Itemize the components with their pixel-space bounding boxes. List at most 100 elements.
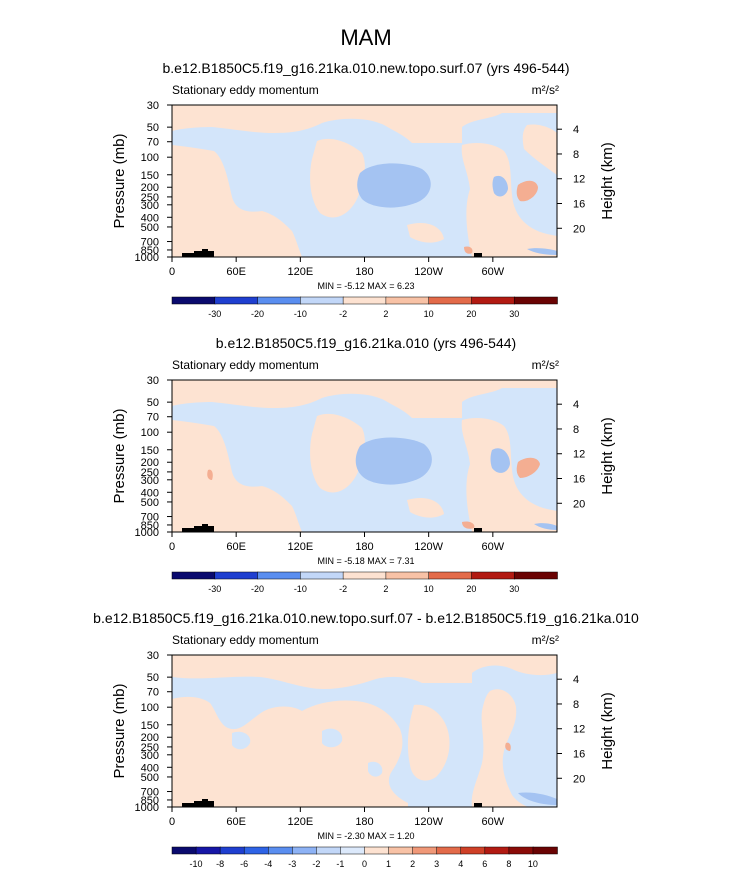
panel-1-height-tick-label: 4 bbox=[573, 124, 579, 136]
panel-3-colorbar-label: 2 bbox=[410, 859, 415, 869]
panel-3-colorbar-box bbox=[460, 846, 486, 855]
panel-1-height-tick-label: 8 bbox=[573, 149, 579, 161]
panel-1-colorbar-label: 2 bbox=[383, 309, 388, 319]
panel-1-y-tick-label: 700 bbox=[141, 237, 159, 249]
panel-1-ylabel: Pressure (mb) bbox=[111, 133, 128, 228]
panel-2-colorbar-label: -30 bbox=[208, 584, 221, 594]
axes-and-colorbars: 3050701001502002503004005007008501000481… bbox=[111, 100, 616, 869]
panel-2-y-tick-label: 700 bbox=[141, 512, 159, 524]
panel-2-y-tick-label: 250 bbox=[141, 467, 159, 479]
panel-3-title: b.e12.B1850C5.f19_g16.21ka.010.new.topo.… bbox=[93, 610, 639, 626]
panel-1-x-tick-label: 180 bbox=[355, 266, 373, 278]
panel-3-colorbar-label: 8 bbox=[506, 859, 511, 869]
panel-2-x-tick-label: 120E bbox=[287, 541, 313, 553]
panel-3-y-tick-label: 300 bbox=[141, 750, 159, 762]
panel-2-ylabel-right: Height (km) bbox=[599, 417, 616, 495]
panel-3-x-tick-label: 120E bbox=[287, 816, 313, 828]
panel-3-x-tick-label: 180 bbox=[355, 816, 373, 828]
panel-3-colorbar-label: -10 bbox=[190, 859, 203, 869]
panel-1-y-tick-label: 200 bbox=[141, 182, 159, 194]
panel-1-colorbar-box bbox=[428, 296, 473, 305]
panel-1-x-tick-label: 120W bbox=[414, 266, 443, 278]
panel-1-ylabel-right: Height (km) bbox=[599, 142, 616, 220]
panel-1-colorbar-box bbox=[513, 296, 558, 305]
panel-1-colorbar-label: -30 bbox=[208, 309, 221, 319]
panel-3-stats: MIN = -2.30 MAX = 1.20 bbox=[317, 831, 414, 841]
panel-2-plot bbox=[171, 379, 558, 533]
panel-3-colorbar-box bbox=[268, 846, 294, 855]
panel-3-colorbar-label: -4 bbox=[264, 859, 272, 869]
panel-3-colorbar-box bbox=[219, 846, 245, 855]
panel-2-y-tick-label: 70 bbox=[147, 412, 159, 424]
panel-3-y-tick-label: 100 bbox=[141, 702, 159, 714]
panel-1-colorbar-label: -2 bbox=[339, 309, 347, 319]
panel-3-colorbar-label: 6 bbox=[482, 859, 487, 869]
panel-3-height-tick-label: 20 bbox=[573, 773, 585, 785]
panel-3-colorbar-box bbox=[532, 846, 558, 855]
panel-3-height-tick-label: 8 bbox=[573, 699, 579, 711]
panel-3-y-tick-label: 50 bbox=[147, 672, 159, 684]
panel-3-ylabel-right: Height (km) bbox=[599, 692, 616, 770]
panel-2-y-tick-label: 850 bbox=[141, 520, 159, 532]
panel-1-colorbar-label: 20 bbox=[466, 309, 476, 319]
panel-3-height-tick-label: 16 bbox=[573, 749, 585, 761]
panel-3-colorbar-label: -1 bbox=[336, 859, 344, 869]
panel-1-colorbar-box bbox=[171, 296, 216, 305]
panel-1-colorbar-box bbox=[300, 296, 344, 305]
panel-1-height-tick-label: 12 bbox=[573, 174, 585, 186]
panel-1: b.e12.B1850C5.f19_g16.21ka.010.new.topo.… bbox=[162, 60, 570, 258]
panel-3-x-tick-label: 60E bbox=[226, 816, 246, 828]
panel-1-units: m²/s² bbox=[532, 83, 559, 97]
panel-3-units: m²/s² bbox=[532, 633, 559, 647]
panel-2-x-tick-label: 60E bbox=[226, 541, 246, 553]
panel-2-ylabel: Pressure (mb) bbox=[111, 408, 128, 503]
panel-3-y-tick-label: 400 bbox=[141, 762, 159, 774]
panel-1-colorbar-label: 30 bbox=[509, 309, 519, 319]
panel-1-x-tick-label: 60E bbox=[226, 266, 246, 278]
panel-3-colorbar-label: 10 bbox=[528, 859, 538, 869]
panel-3-colorbar-label: -8 bbox=[216, 859, 224, 869]
panel-3-plot bbox=[171, 654, 558, 808]
panel-1-colorbar-label: 10 bbox=[424, 309, 434, 319]
panel-3-colorbar-label: 1 bbox=[386, 859, 391, 869]
panel-2-x-tick-label: 0 bbox=[169, 541, 175, 553]
panel-1-y-tick-label: 850 bbox=[141, 245, 159, 257]
panel-3-colorbar-box bbox=[388, 846, 414, 855]
panel-3-x-tick-label: 0 bbox=[169, 816, 175, 828]
panel-3-colorbar-label: -3 bbox=[288, 859, 296, 869]
panel-1-y-tick-label: 50 bbox=[147, 122, 159, 134]
panel-1-colorbar-label: -20 bbox=[251, 309, 264, 319]
panel-3-y-tick-label: 30 bbox=[147, 650, 159, 662]
panel-2-colorbar-box bbox=[300, 571, 344, 580]
panel-3-subtitle: Stationary eddy momentum bbox=[172, 633, 319, 647]
panel-2-stats: MIN = -5.18 MAX = 7.31 bbox=[317, 556, 414, 566]
panel-2-units: m²/s² bbox=[532, 358, 559, 372]
panel-1-x-tick-label: 120E bbox=[287, 266, 313, 278]
panel-3-colorbar-box bbox=[340, 846, 366, 855]
panel-3-colorbar-box bbox=[508, 846, 534, 855]
panel-3-colorbar-box bbox=[316, 846, 342, 855]
panel-2-y-tick-label: 30 bbox=[147, 375, 159, 387]
panel-2-colorbar-box bbox=[171, 571, 216, 580]
panel-3-height-tick-label: 4 bbox=[573, 674, 579, 686]
panel-3-colorbar-label: -2 bbox=[312, 859, 320, 869]
panel-2-colorbar-box bbox=[513, 571, 558, 580]
panel-1-colorbar-box bbox=[385, 296, 430, 305]
panel-3-colorbar-label: 4 bbox=[458, 859, 463, 869]
panel-1-colorbar-box bbox=[471, 296, 515, 305]
panel-1-colorbar-box bbox=[257, 296, 302, 305]
panel-2-y-tick-label: 150 bbox=[141, 445, 159, 457]
panel-2-colorbar-label: 20 bbox=[466, 584, 476, 594]
panel-2-y-tick-label: 400 bbox=[141, 487, 159, 499]
panel-3-colorbar-box bbox=[243, 846, 269, 855]
panel-3-colorbar-label: 3 bbox=[434, 859, 439, 869]
panel-2-x-tick-label: 120W bbox=[414, 541, 443, 553]
panel-2-colorbar-label: 2 bbox=[383, 584, 388, 594]
panel-1-y-tick-label: 300 bbox=[141, 200, 159, 212]
panel-3-y-tick-label: 150 bbox=[141, 720, 159, 732]
panel-3-y-tick-label: 500 bbox=[141, 772, 159, 784]
panel-3-colorbar-label: 0 bbox=[362, 859, 367, 869]
panel-2-subtitle: Stationary eddy momentum bbox=[172, 358, 319, 372]
panel-1-colorbar-label: -10 bbox=[294, 309, 307, 319]
panel-2-colorbar-box bbox=[214, 571, 259, 580]
